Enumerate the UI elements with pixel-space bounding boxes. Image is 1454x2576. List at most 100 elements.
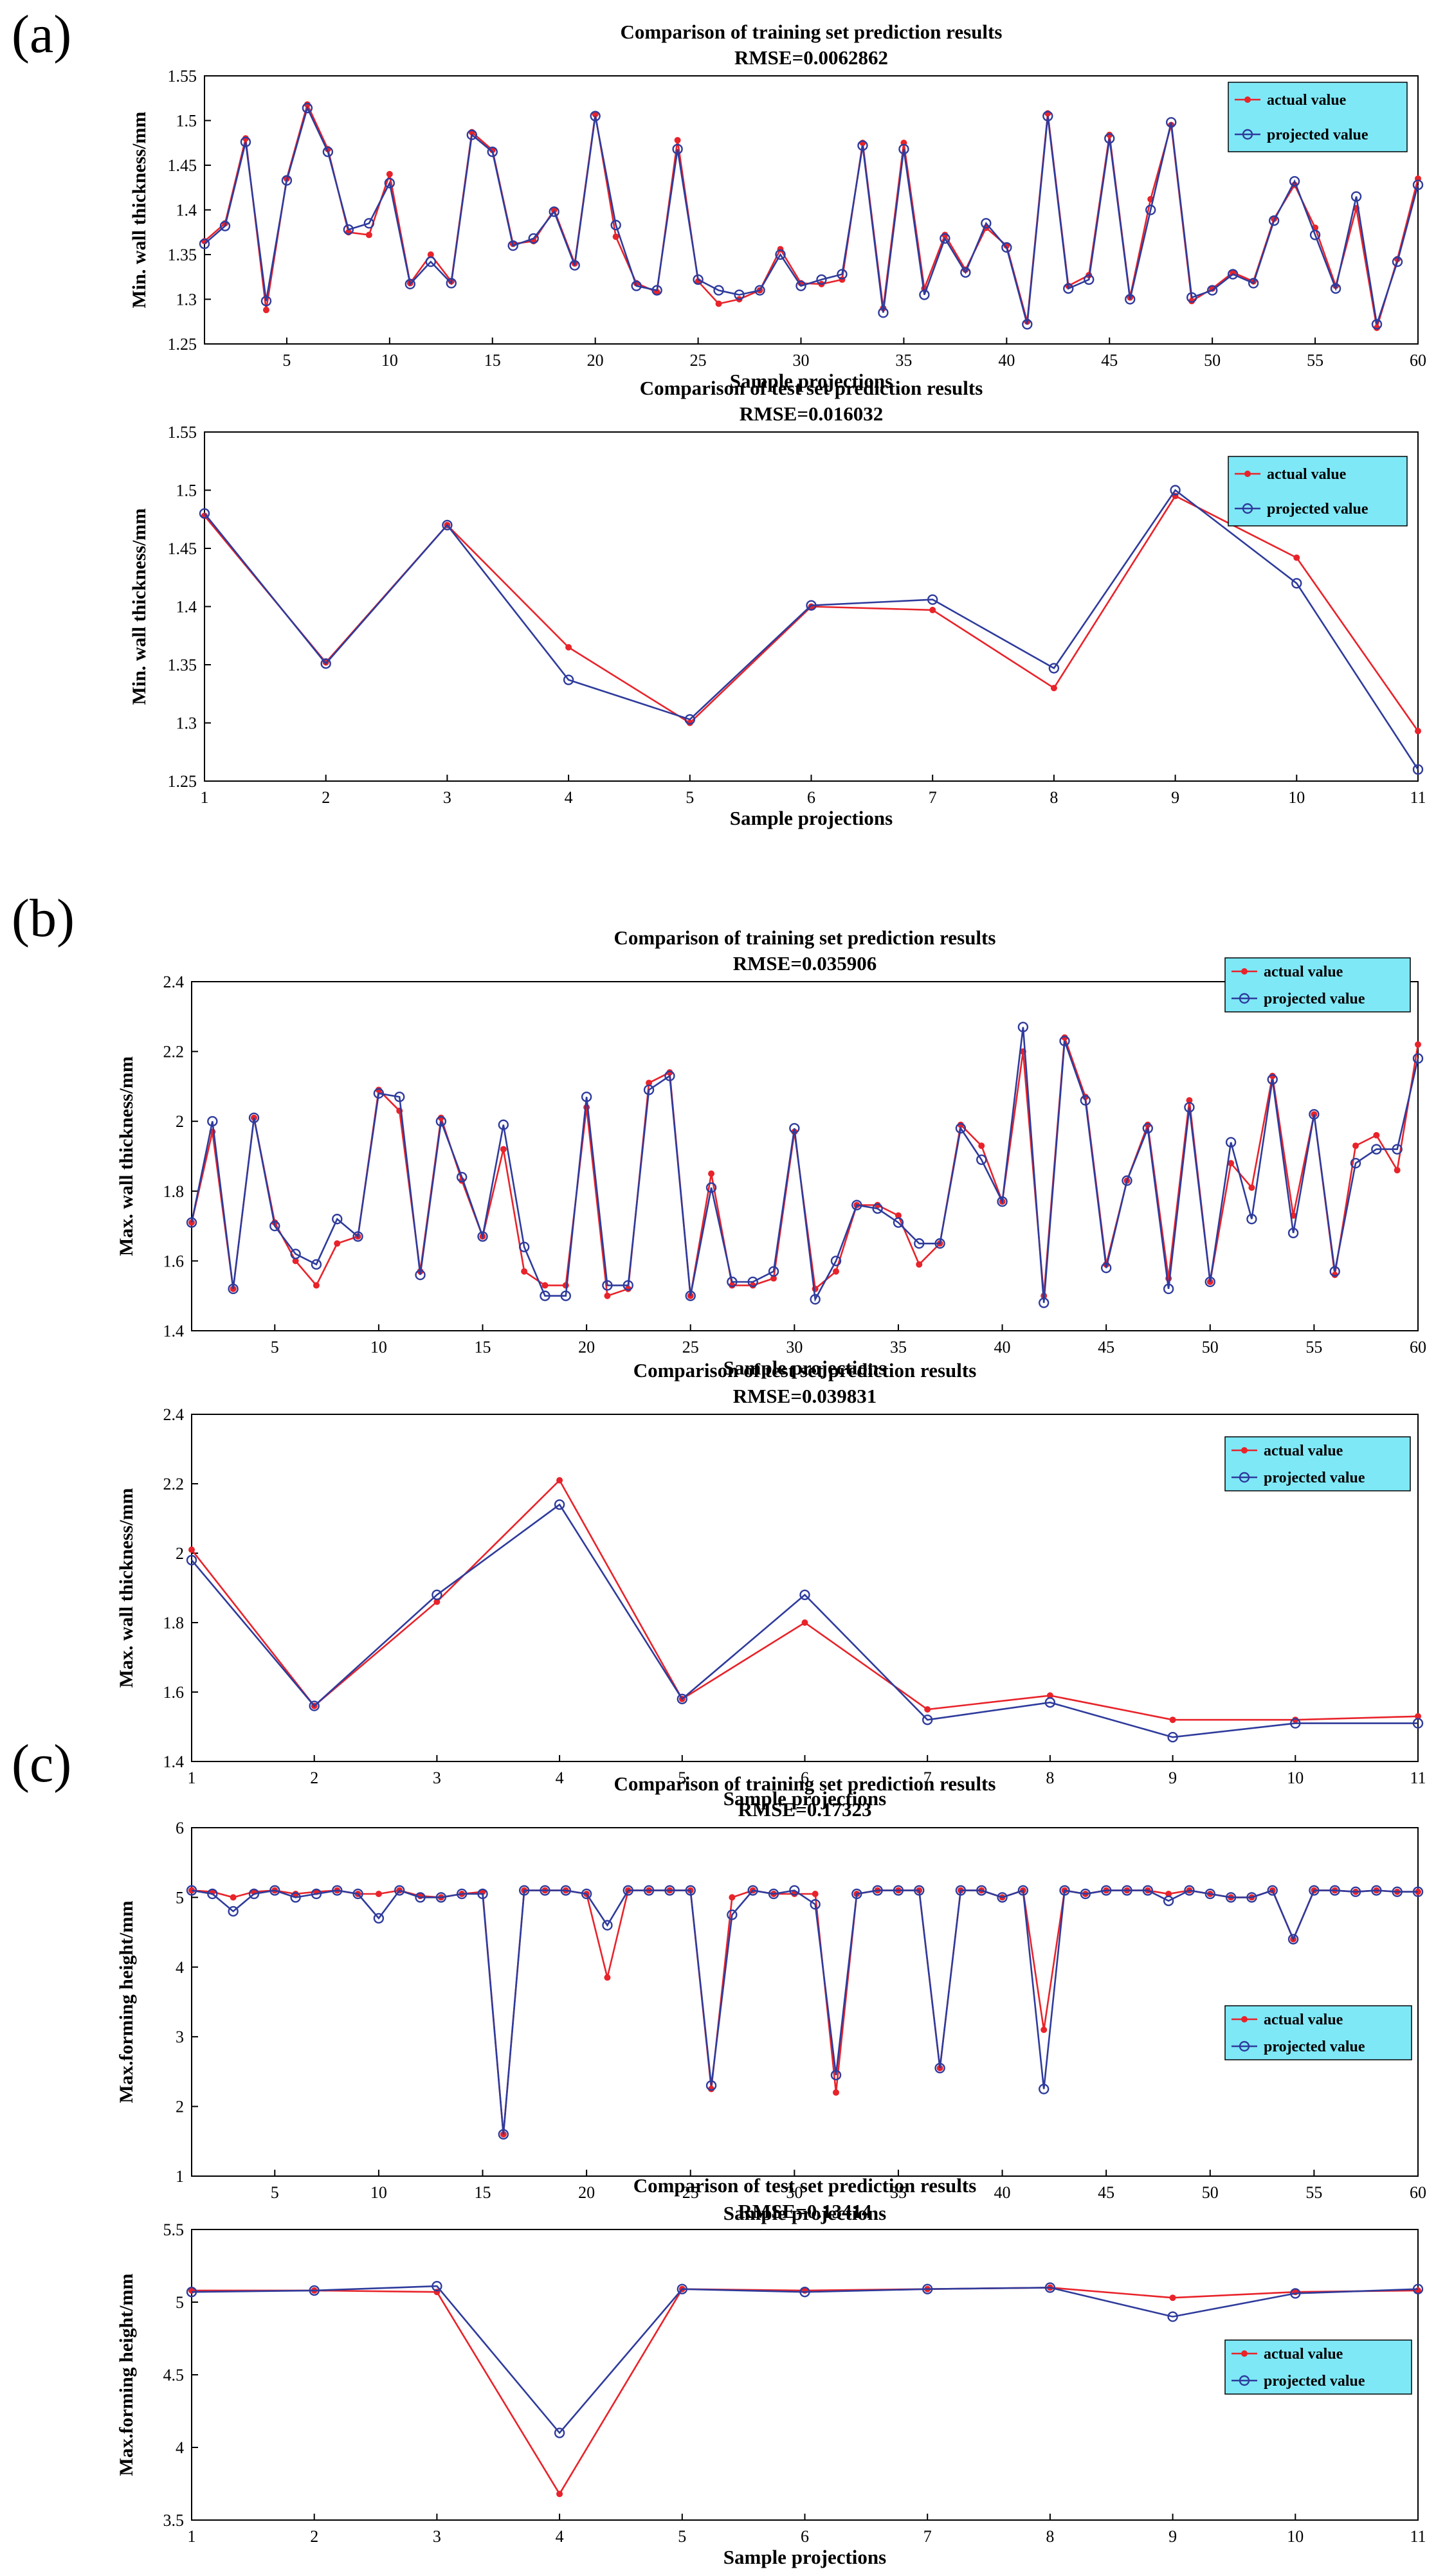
data-point-projected (456, 1171, 468, 1183)
data-point-actual (715, 300, 722, 307)
x-tick-label: 11 (1410, 2527, 1426, 2546)
y-axis-label: Max.forming height/mm (116, 1901, 137, 2103)
y-tick-label: 1.5 (176, 112, 197, 131)
data-point-projected (1184, 1885, 1195, 1896)
y-axis-label: Min. wall thickness/mm (129, 509, 150, 705)
y-axis-label: Max. wall thickness/mm (116, 1488, 137, 1688)
data-point-projected (602, 1920, 613, 1931)
legend-label: actual value (1264, 2012, 1343, 2028)
data-point-actual (1061, 1034, 1068, 1041)
legend: actual value projected value (1224, 1436, 1411, 1491)
y-tick-label: 2.2 (163, 1475, 185, 1493)
data-point-projected (677, 1693, 688, 1705)
data-point-projected (1163, 1895, 1174, 1907)
data-point-projected (955, 1122, 967, 1134)
data-point-projected (1084, 274, 1095, 285)
data-point-projected (1100, 1885, 1112, 1896)
data-point-projected (684, 714, 696, 725)
data-point-projected (311, 1259, 322, 1270)
series-projected (186, 1499, 1424, 1743)
series-actual (188, 1477, 1421, 1724)
x-tick-label: 45 (1098, 1338, 1114, 1356)
data-point-projected (664, 1885, 675, 1896)
x-tick-label: 7 (929, 788, 937, 807)
data-point-projected (1204, 1276, 1215, 1288)
data-point-actual (1293, 554, 1300, 561)
y-tick-label: 2 (176, 2098, 184, 2116)
x-tick-label: 55 (1305, 1338, 1322, 1356)
panel-label-b: (b) (12, 888, 75, 948)
data-point-projected (1412, 2283, 1424, 2294)
data-point-projected (1022, 319, 1033, 330)
legend-label: actual value (1264, 1443, 1343, 1459)
legend-marker-projected (1242, 503, 1253, 514)
data-point-projected (685, 1290, 696, 1301)
data-point-projected (851, 1888, 862, 1900)
data-point-projected (898, 143, 909, 155)
x-tick-label: 50 (1202, 1338, 1219, 1356)
data-point-projected (199, 239, 210, 249)
x-tick-label: 10 (381, 351, 398, 370)
data-point-projected (940, 233, 950, 244)
data-point-actual (1248, 1184, 1255, 1191)
data-point-projected (219, 221, 231, 231)
data-point-projected (311, 1888, 322, 1900)
x-tick-label: 55 (1307, 351, 1323, 370)
x-tick-label: 30 (793, 351, 810, 370)
data-point-projected (432, 2280, 442, 2292)
data-point-actual (562, 1282, 569, 1289)
data-point-projected (997, 1892, 1008, 1903)
x-tick-label: 50 (1204, 351, 1221, 370)
data-point-actual (646, 1079, 653, 1086)
x-tick-label: 45 (1098, 2183, 1114, 2202)
x-tick-label: 30 (786, 2183, 803, 2202)
data-point-actual (1228, 1160, 1235, 1167)
data-point-actual (801, 1619, 808, 1626)
x-tick-label: 4 (556, 2527, 564, 2546)
data-point-projected (186, 1217, 197, 1228)
data-point-projected (934, 1238, 945, 1249)
data-point-projected (1246, 1214, 1257, 1225)
data-point-actual (334, 1240, 341, 1247)
legend-label: projected value (1267, 127, 1368, 143)
data-point-actual (242, 135, 249, 142)
data-point-projected (893, 1217, 904, 1228)
data-point-actual (812, 1890, 819, 1897)
data-point-projected (1145, 204, 1156, 215)
data-point-projected (816, 274, 827, 285)
y-tick-label: 2.2 (163, 1043, 185, 1061)
y-axis-label: Max.forming height/mm (116, 2274, 137, 2476)
data-point-projected (1166, 117, 1177, 128)
data-point-projected (830, 2069, 842, 2081)
data-point-projected (622, 1280, 633, 1291)
data-point-projected (1246, 1892, 1257, 1903)
data-point-actual (674, 137, 681, 144)
x-tick-label: 3 (443, 788, 451, 807)
data-point-projected (446, 278, 457, 289)
data-point-projected (643, 1085, 655, 1095)
y-tick-label: 1.4 (163, 1752, 185, 1771)
data-point-projected (332, 1214, 343, 1225)
data-point-projected (1122, 1885, 1132, 1896)
legend-label: projected value (1264, 2373, 1365, 2390)
data-point-actual (1292, 1716, 1299, 1724)
data-point-projected (507, 240, 518, 251)
legend-box (1224, 2339, 1412, 2395)
data-point-projected (1001, 242, 1012, 253)
y-tick-label: 1.35 (168, 656, 197, 674)
data-point-actual (1041, 2026, 1048, 2033)
chart-title: Comparison of training set prediction re… (614, 1772, 996, 1795)
data-point-actual (708, 1170, 715, 1177)
data-point-projected (1227, 269, 1239, 280)
x-axis-label: Sample projections (723, 2546, 886, 2568)
data-point-actual (437, 1114, 444, 1121)
data-point-projected (560, 1290, 571, 1301)
data-point-projected (1371, 319, 1383, 330)
data-point-projected (857, 140, 868, 151)
data-point-projected (343, 224, 354, 235)
data-point-projected (290, 1892, 301, 1903)
x-tick-label: 25 (682, 1338, 699, 1356)
data-point-projected (1039, 1297, 1050, 1308)
series-projected (186, 1885, 1424, 2140)
data-point-actual (957, 1121, 964, 1128)
